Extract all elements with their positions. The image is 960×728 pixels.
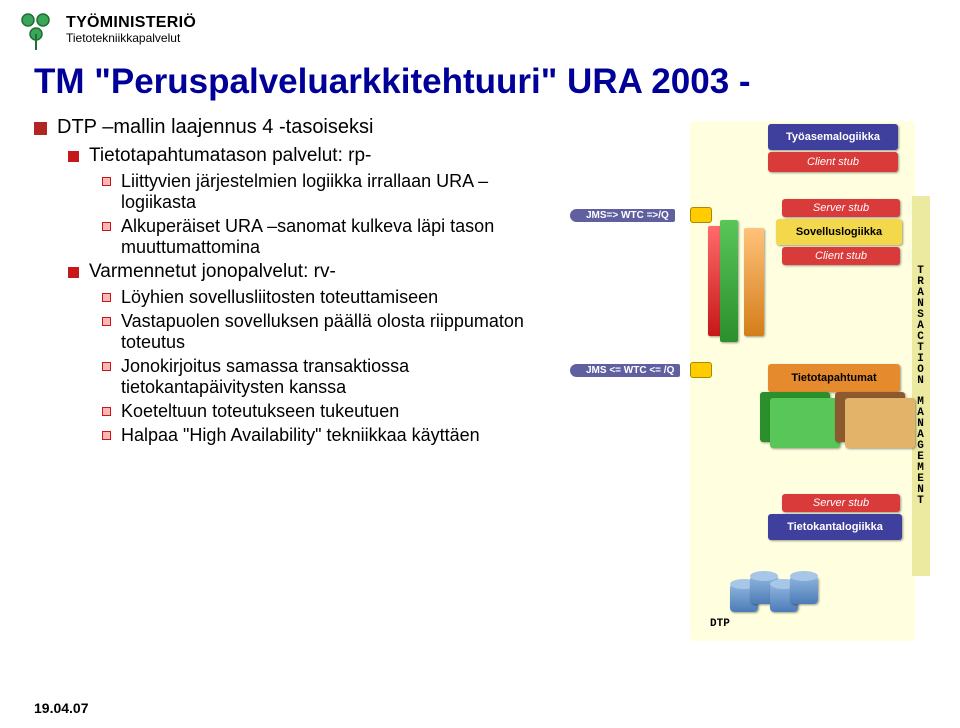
box-server-stub-2: Server stub	[782, 494, 900, 512]
bullet-l2: Tietotapahtumatason palvelut: rp-	[68, 145, 560, 167]
box-tyoasemalogiikka: Työasemalogiikka	[768, 124, 898, 150]
bullet-text: Koeteltuun toteutukseen tukeutuen	[121, 401, 399, 422]
stub-col-icon	[744, 228, 764, 336]
bullet-l3: Vastapuolen sovelluksen päällä olosta ri…	[102, 311, 560, 353]
bullet-text: Tietotapahtumatason palvelut: rp-	[89, 145, 371, 167]
dtp-label: DTP	[710, 618, 730, 630]
bullet-icon	[68, 267, 79, 278]
ministry-logo-icon	[16, 10, 56, 50]
box-client-stub: Client stub	[768, 152, 898, 172]
bullet-icon	[102, 431, 111, 440]
bullet-l3: Alkuperäiset URA –sanomat kulkeva läpi t…	[102, 216, 560, 258]
footer-date: 19.04.07	[34, 700, 89, 716]
org-text: TYÖMINISTERIÖ Tietotekniikkapalvelut	[66, 14, 196, 46]
badge-icon	[690, 362, 712, 378]
org-subtitle: Tietotekniikkapalvelut	[66, 32, 196, 46]
bullet-l3: Halpaa "High Availability" tekniikkaa kä…	[102, 425, 560, 446]
bullet-icon	[34, 122, 47, 135]
content-row: DTP –mallin laajennus 4 -tasoiseksi Tiet…	[0, 116, 960, 676]
bullet-l3: Liittyvien järjestelmien logiikka irrall…	[102, 171, 560, 213]
bullet-icon	[102, 407, 111, 416]
bullet-icon	[68, 151, 79, 162]
stack-block-green-l	[770, 398, 840, 448]
bullet-text: Jonokirjoitus samassa transaktiossa tiet…	[121, 356, 560, 398]
bullet-text: Alkuperäiset URA –sanomat kulkeva läpi t…	[121, 216, 560, 258]
bullet-icon	[102, 177, 111, 186]
bullet-l3: Koeteltuun toteutukseen tukeutuen	[102, 401, 560, 422]
box-tietokantalogiikka: Tietokantalogiikka	[768, 514, 902, 540]
bullet-icon	[102, 317, 111, 326]
bullet-l2: Varmennetut jonopalvelut: rv-	[68, 261, 560, 283]
box-tietotapahtumat: Tietotapahtumat	[768, 364, 900, 392]
badge-icon	[690, 207, 712, 223]
bullet-text: Vastapuolen sovelluksen päällä olosta ri…	[121, 311, 560, 353]
bullet-text: Varmennetut jonopalvelut: rv-	[89, 261, 336, 283]
bullet-l3: Löyhien sovellusliitosten toteuttamiseen	[102, 287, 560, 308]
stub-col-icon	[720, 220, 738, 342]
architecture-diagram: TRANSACTION MANAGEMENT Työasemalogiikka …	[560, 116, 930, 676]
bullet-icon	[102, 222, 111, 231]
bullet-text: Halpaa "High Availability" tekniikkaa kä…	[121, 425, 480, 446]
bullet-icon	[102, 293, 111, 302]
stack-block-tan	[845, 398, 915, 448]
arrow-jms-wtc-q-in: JMS=> WTC =>/Q	[570, 209, 675, 222]
box-client-stub-2: Client stub	[782, 247, 900, 265]
org-name: TYÖMINISTERIÖ	[66, 14, 196, 32]
box-server-stub: Server stub	[782, 199, 900, 217]
bullet-text: DTP –mallin laajennus 4 -tasoiseksi	[57, 116, 373, 139]
slide-title: TM "Peruspalveluarkkitehtuuri" URA 2003 …	[0, 58, 960, 116]
bullet-list: DTP –mallin laajennus 4 -tasoiseksi Tiet…	[0, 116, 560, 449]
bullet-text: Liittyvien järjestelmien logiikka irrall…	[121, 171, 560, 213]
bullet-icon	[102, 362, 111, 371]
bullet-text: Löyhien sovellusliitosten toteuttamiseen	[121, 287, 438, 308]
arrow-jms-wtc-q-out: JMS <= WTC <= /Q	[570, 364, 680, 377]
box-sovelluslogiikka: Sovelluslogiikka	[776, 219, 902, 245]
bullet-l1: DTP –mallin laajennus 4 -tasoiseksi	[34, 116, 560, 139]
transaction-management-strip: TRANSACTION MANAGEMENT	[912, 196, 930, 576]
header: TYÖMINISTERIÖ Tietotekniikkapalvelut	[0, 0, 960, 58]
bullet-l3: Jonokirjoitus samassa transaktiossa tiet…	[102, 356, 560, 398]
